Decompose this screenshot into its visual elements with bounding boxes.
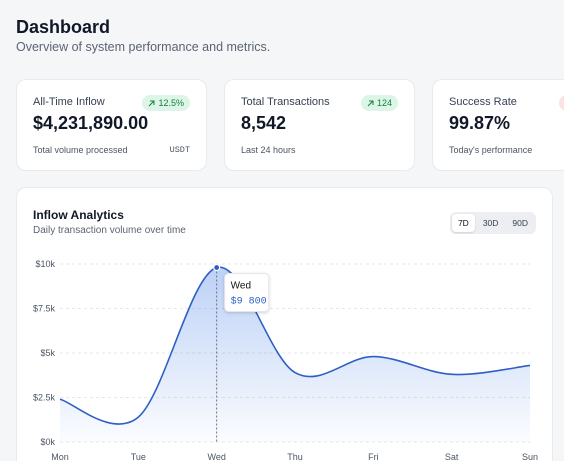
page-subtitle: Overview of system performance and metri… [16,40,271,54]
chart-subtitle: Daily transaction volume over time [33,225,186,236]
card-footer: Today's performance [449,145,533,155]
card-value: 8,542 [241,113,287,133]
card-value: 99.87% [449,113,511,133]
chart-title: Inflow Analytics [33,208,124,222]
card-value: $4,231,890.00 [33,113,149,133]
tooltip: Wed $9 800 [224,273,270,313]
tooltip-box [224,273,270,313]
x-tick-label: Thu [287,452,303,461]
badge: 12.5% [142,95,190,111]
area-fill [60,267,530,442]
x-tick-label: Tue [131,452,146,461]
x-tick-label: Sun [522,452,538,461]
y-tick-label: $0k [40,437,55,447]
y-tick-label: $2.5k [33,393,56,403]
range-tabs: 7D 30D 90D [449,212,536,234]
y-tick-label: $10k [35,259,55,269]
tooltip-title: Wed [231,281,251,292]
arrow-icon [367,100,374,106]
card-footer: Total volume processed [33,145,128,155]
y-tick-label: $7.5k [33,304,56,314]
range-tab[interactable]: 90D [512,218,528,228]
x-tick-label: Mon [51,452,69,461]
active-point [213,263,221,272]
x-tick-label: Fri [368,452,379,461]
card-label: Total Transactions [241,96,330,108]
badge: 124 [360,95,398,111]
line [59,266,531,425]
tooltip-value: $9 800 [231,296,267,308]
y-tick-label: $5k [40,348,55,358]
card-label: Success Rate [449,96,517,108]
stat-card: Total Transactions 124 8,542 Last 24 hou… [224,79,415,171]
stat-card: Success Rate 99.87% Today's performance [432,79,564,171]
badge-text: 12.5% [158,98,184,108]
badge-text: 124 [376,98,392,108]
page-title: Dashboard [16,17,111,37]
range-tab[interactable]: 7D [451,214,475,232]
card-label: All-Time Inflow [33,96,105,108]
card-unit: USDT [169,145,190,155]
stat-card: All-Time Inflow 12.5% $4,231,890.00 Tota… [16,79,207,171]
x-tick-label: Wed [207,452,225,461]
range-tab[interactable]: 30D [482,218,499,228]
card-footer: Last 24 hours [241,145,296,155]
x-tick-label: Sat [445,452,459,461]
badge [559,95,564,111]
arrow-icon [149,100,155,106]
